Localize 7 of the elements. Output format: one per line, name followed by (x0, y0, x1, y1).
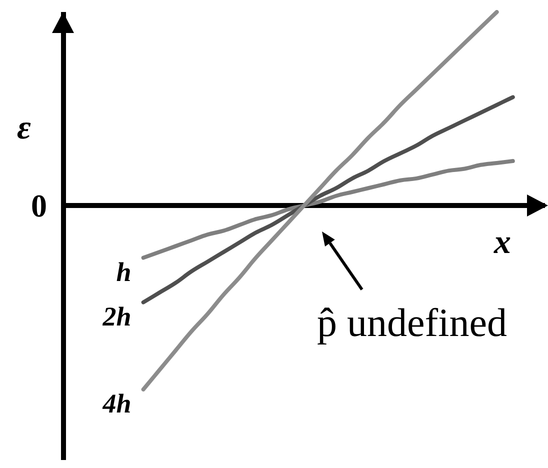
series-label: 4h (102, 388, 132, 418)
series-label: 2h (102, 301, 132, 332)
series-label: h (116, 256, 132, 287)
y-axis-title: ε (17, 110, 32, 146)
annotation: p̂ undefined (317, 300, 507, 346)
x-axis-title: x (493, 224, 511, 262)
text: 0 (31, 188, 47, 224)
